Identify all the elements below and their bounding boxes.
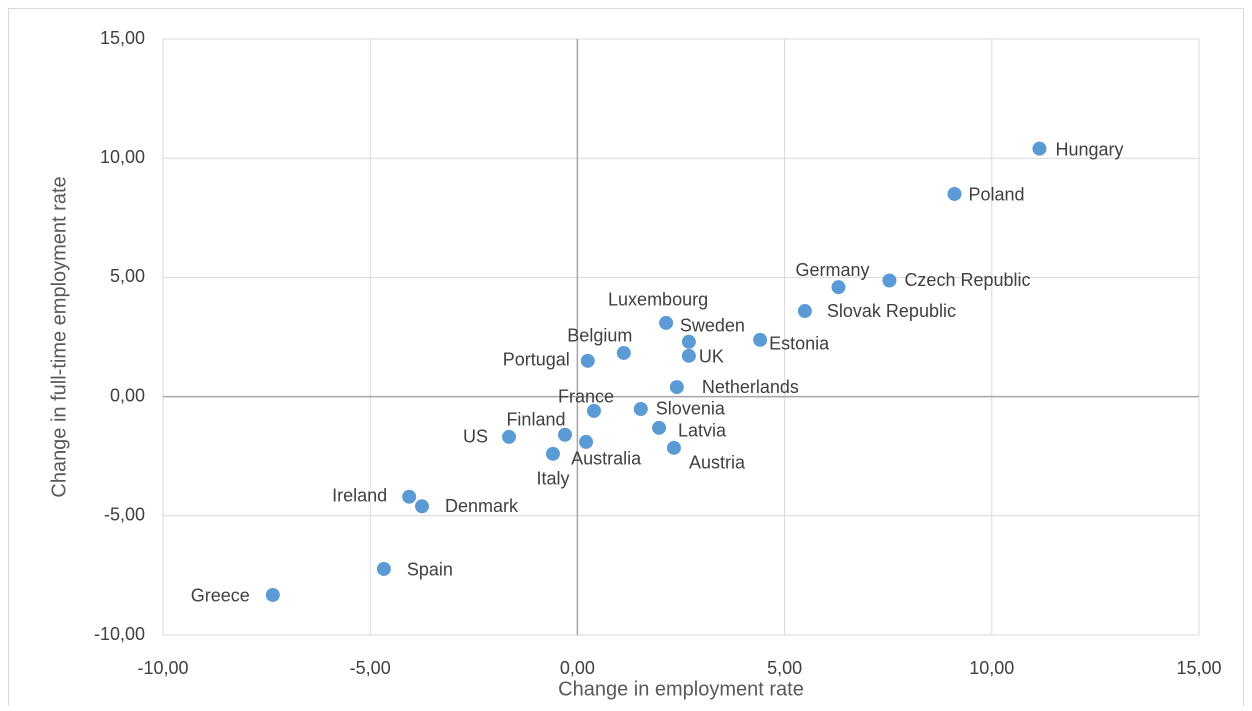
point bbox=[1032, 141, 1047, 156]
x-axis-title: Change in employment rate bbox=[558, 678, 804, 700]
point-label: Slovenia bbox=[656, 399, 726, 419]
point bbox=[586, 403, 601, 418]
point-label: US bbox=[463, 427, 488, 447]
point-label: Hungary bbox=[1055, 139, 1123, 159]
point-label: Finland bbox=[506, 409, 565, 429]
point bbox=[633, 401, 648, 416]
x-tick-label: 10,00 bbox=[969, 658, 1014, 678]
point bbox=[580, 353, 595, 368]
point bbox=[616, 345, 631, 360]
x-tick-label: 15,00 bbox=[1176, 658, 1221, 678]
point bbox=[376, 561, 391, 576]
point bbox=[947, 186, 962, 201]
chart-frame bbox=[8, 8, 1244, 711]
point-label: Belgium bbox=[567, 326, 632, 346]
point-label: Germany bbox=[795, 260, 869, 280]
point-label: Greece bbox=[191, 586, 250, 606]
point-label: Czech Republic bbox=[904, 270, 1030, 290]
point-label: Italy bbox=[536, 469, 569, 489]
point-label: Denmark bbox=[445, 496, 519, 516]
y-tick-label: -10,00 bbox=[94, 624, 145, 644]
point-label: UK bbox=[699, 347, 724, 367]
y-tick-label: 15,00 bbox=[100, 28, 145, 48]
point bbox=[659, 315, 674, 330]
point-label: Slovak Republic bbox=[827, 301, 956, 321]
point bbox=[579, 434, 594, 449]
point bbox=[797, 304, 812, 319]
point bbox=[545, 446, 560, 461]
point-label: Spain bbox=[407, 560, 453, 580]
point-label: Austria bbox=[689, 453, 746, 473]
y-tick-label: 5,00 bbox=[110, 266, 145, 286]
x-tick-label: 0,00 bbox=[560, 658, 595, 678]
point bbox=[681, 334, 696, 349]
point-label: Estonia bbox=[769, 334, 830, 354]
x-tick-label: 5,00 bbox=[767, 658, 802, 678]
point-label: Latvia bbox=[678, 421, 727, 441]
point bbox=[831, 280, 846, 295]
y-tick-label: 10,00 bbox=[100, 147, 145, 167]
y-tick-label: 0,00 bbox=[110, 385, 145, 405]
point bbox=[669, 380, 684, 395]
point bbox=[882, 273, 897, 288]
x-tick-label: -10,00 bbox=[137, 658, 188, 678]
point-label: Luxembourg bbox=[608, 290, 708, 310]
point bbox=[666, 440, 681, 455]
point bbox=[415, 499, 429, 514]
point bbox=[753, 332, 768, 347]
x-tick-label: -5,00 bbox=[350, 658, 391, 678]
point bbox=[652, 420, 667, 435]
point bbox=[557, 427, 572, 442]
point bbox=[402, 489, 417, 504]
point bbox=[265, 587, 280, 602]
point-label: Poland bbox=[969, 185, 1025, 205]
point bbox=[502, 429, 517, 444]
point-label: Australia bbox=[571, 449, 642, 469]
point bbox=[681, 348, 696, 363]
y-axis-title: Change in full-time employment rate bbox=[48, 176, 70, 497]
point-label: Netherlands bbox=[702, 377, 799, 397]
point-label: Portugal bbox=[503, 350, 570, 370]
point-label: Ireland bbox=[332, 485, 387, 505]
y-tick-label: -5,00 bbox=[104, 505, 145, 525]
point-label: France bbox=[558, 387, 614, 407]
point-label: Sweden bbox=[680, 316, 745, 336]
